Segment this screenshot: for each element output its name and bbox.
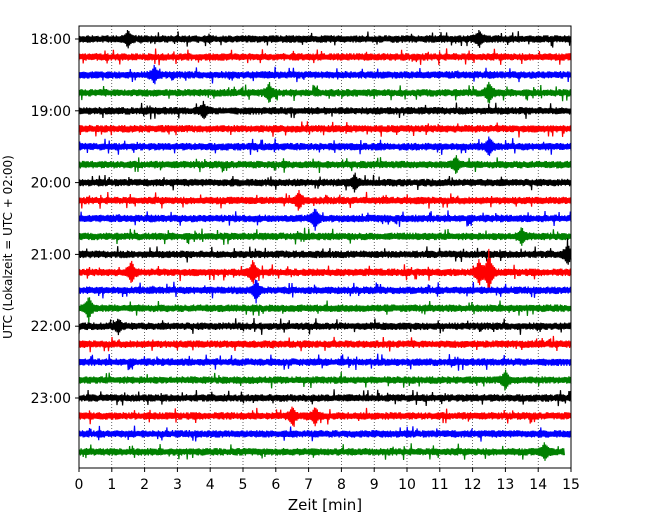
trace-1815 — [78, 48, 572, 66]
x-axis-ticks: 0 1 2 3 4 5 6 7 8 9 10 11 12 13 14 15 — [75, 468, 580, 493]
seismic-traces — [78, 29, 572, 461]
y-tick-label-1900: 19:00 — [31, 104, 71, 120]
x-axis-label: Zeit [min] — [288, 496, 362, 514]
trace-1900 — [78, 100, 572, 120]
x-tick-label-9: 9 — [370, 477, 379, 493]
trace-2345 — [78, 442, 565, 461]
trace-2230 — [78, 353, 572, 371]
x-tick-label-8: 8 — [337, 477, 346, 493]
x-tick-label-7: 7 — [304, 477, 313, 493]
y-axis-ticks: 18:00 19:00 20:00 21:00 22:00 23:00 — [31, 32, 79, 407]
y-tick-label-1800: 18:00 — [31, 32, 71, 48]
trace-2200 — [78, 317, 572, 336]
x-tick-label-1: 1 — [107, 477, 116, 493]
x-tick-label-0: 0 — [75, 477, 84, 493]
y-tick-label-2300: 23:00 — [31, 391, 71, 407]
trace-1830 — [78, 64, 572, 85]
trace-1915 — [78, 121, 572, 138]
trace-2045 — [78, 227, 572, 246]
y-tick-label-2000: 20:00 — [31, 176, 71, 192]
x-tick-label-12: 12 — [464, 477, 482, 493]
x-tick-label-3: 3 — [173, 477, 182, 493]
x-tick-label-5: 5 — [239, 477, 248, 493]
trace-1930 — [78, 136, 572, 156]
y-tick-label-2200: 22:00 — [31, 319, 71, 335]
x-tick-label-6: 6 — [271, 477, 280, 493]
x-tick-label-13: 13 — [496, 477, 514, 493]
trace-2330 — [78, 425, 572, 442]
trace-2315 — [78, 406, 572, 427]
trace-2245 — [78, 369, 572, 391]
x-tick-label-2: 2 — [140, 477, 149, 493]
trace-2215 — [78, 335, 572, 353]
trace-1800 — [78, 29, 572, 49]
plot-frame — [78, 25, 572, 469]
x-tick-label-15: 15 — [562, 477, 580, 493]
x-tick-label-14: 14 — [529, 477, 547, 493]
trace-2145 — [78, 297, 572, 323]
trace-2030 — [78, 208, 572, 231]
trace-1845 — [78, 81, 572, 104]
trace-2130 — [78, 279, 572, 304]
trace-2300 — [78, 389, 572, 407]
y-axis-label: UTC (Lokalzeit = UTC + 02:00) — [1, 155, 15, 339]
y-tick-label-2100: 21:00 — [31, 247, 71, 263]
x-tick-label-11: 11 — [431, 477, 449, 493]
trace-2015 — [78, 189, 572, 211]
trace-1945 — [78, 155, 572, 174]
trace-2115 — [78, 248, 572, 292]
trace-2000 — [78, 172, 572, 193]
x-tick-label-4: 4 — [206, 477, 215, 493]
x-tick-label-10: 10 — [398, 477, 416, 493]
